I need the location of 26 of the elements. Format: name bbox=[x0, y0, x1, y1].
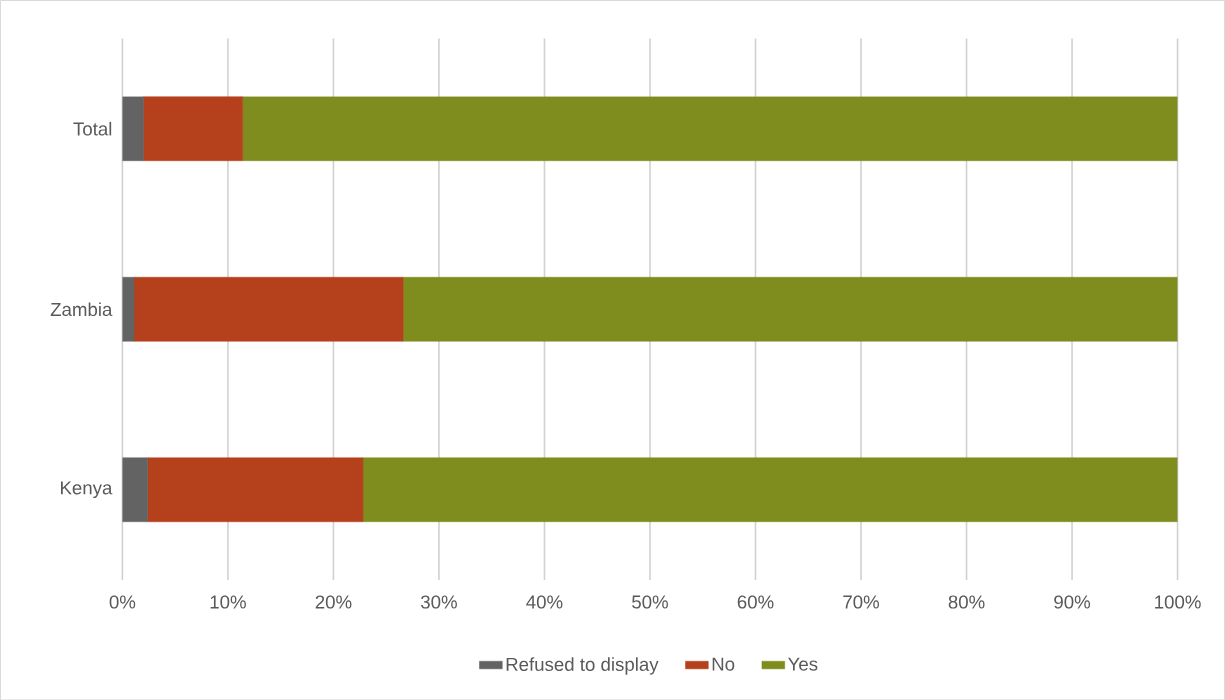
legend-label: No bbox=[712, 657, 735, 671]
x-tick-label: 80% bbox=[948, 595, 985, 609]
y-tick-label: Zambia bbox=[50, 302, 113, 316]
bar bbox=[147, 457, 364, 522]
bar bbox=[122, 276, 135, 342]
x-tick-label: 50% bbox=[632, 595, 668, 609]
bar bbox=[122, 96, 144, 161]
x-tick-label: 70% bbox=[843, 595, 880, 609]
y-tick-label: Kenya bbox=[61, 481, 113, 498]
bar bbox=[143, 96, 243, 161]
x-tick-label: 90% bbox=[1054, 595, 1091, 609]
legend-label: Refused to display bbox=[506, 657, 659, 675]
y-tick-label: Total bbox=[73, 121, 112, 136]
x-tick-label: 60% bbox=[737, 595, 774, 609]
x-tick-label: 0% bbox=[109, 595, 136, 609]
x-tick-label: 100% bbox=[1155, 595, 1201, 609]
x-tick-label: 40% bbox=[526, 595, 563, 609]
bar bbox=[133, 276, 404, 342]
bar bbox=[242, 96, 1178, 161]
x-tick-label: 10% bbox=[210, 595, 246, 609]
bar bbox=[122, 457, 148, 522]
bar bbox=[362, 457, 1178, 522]
x-tick-label: 20% bbox=[315, 595, 352, 609]
x-tick-label: 30% bbox=[420, 595, 457, 609]
legend-label: Yes bbox=[788, 657, 818, 671]
bar bbox=[402, 276, 1178, 342]
